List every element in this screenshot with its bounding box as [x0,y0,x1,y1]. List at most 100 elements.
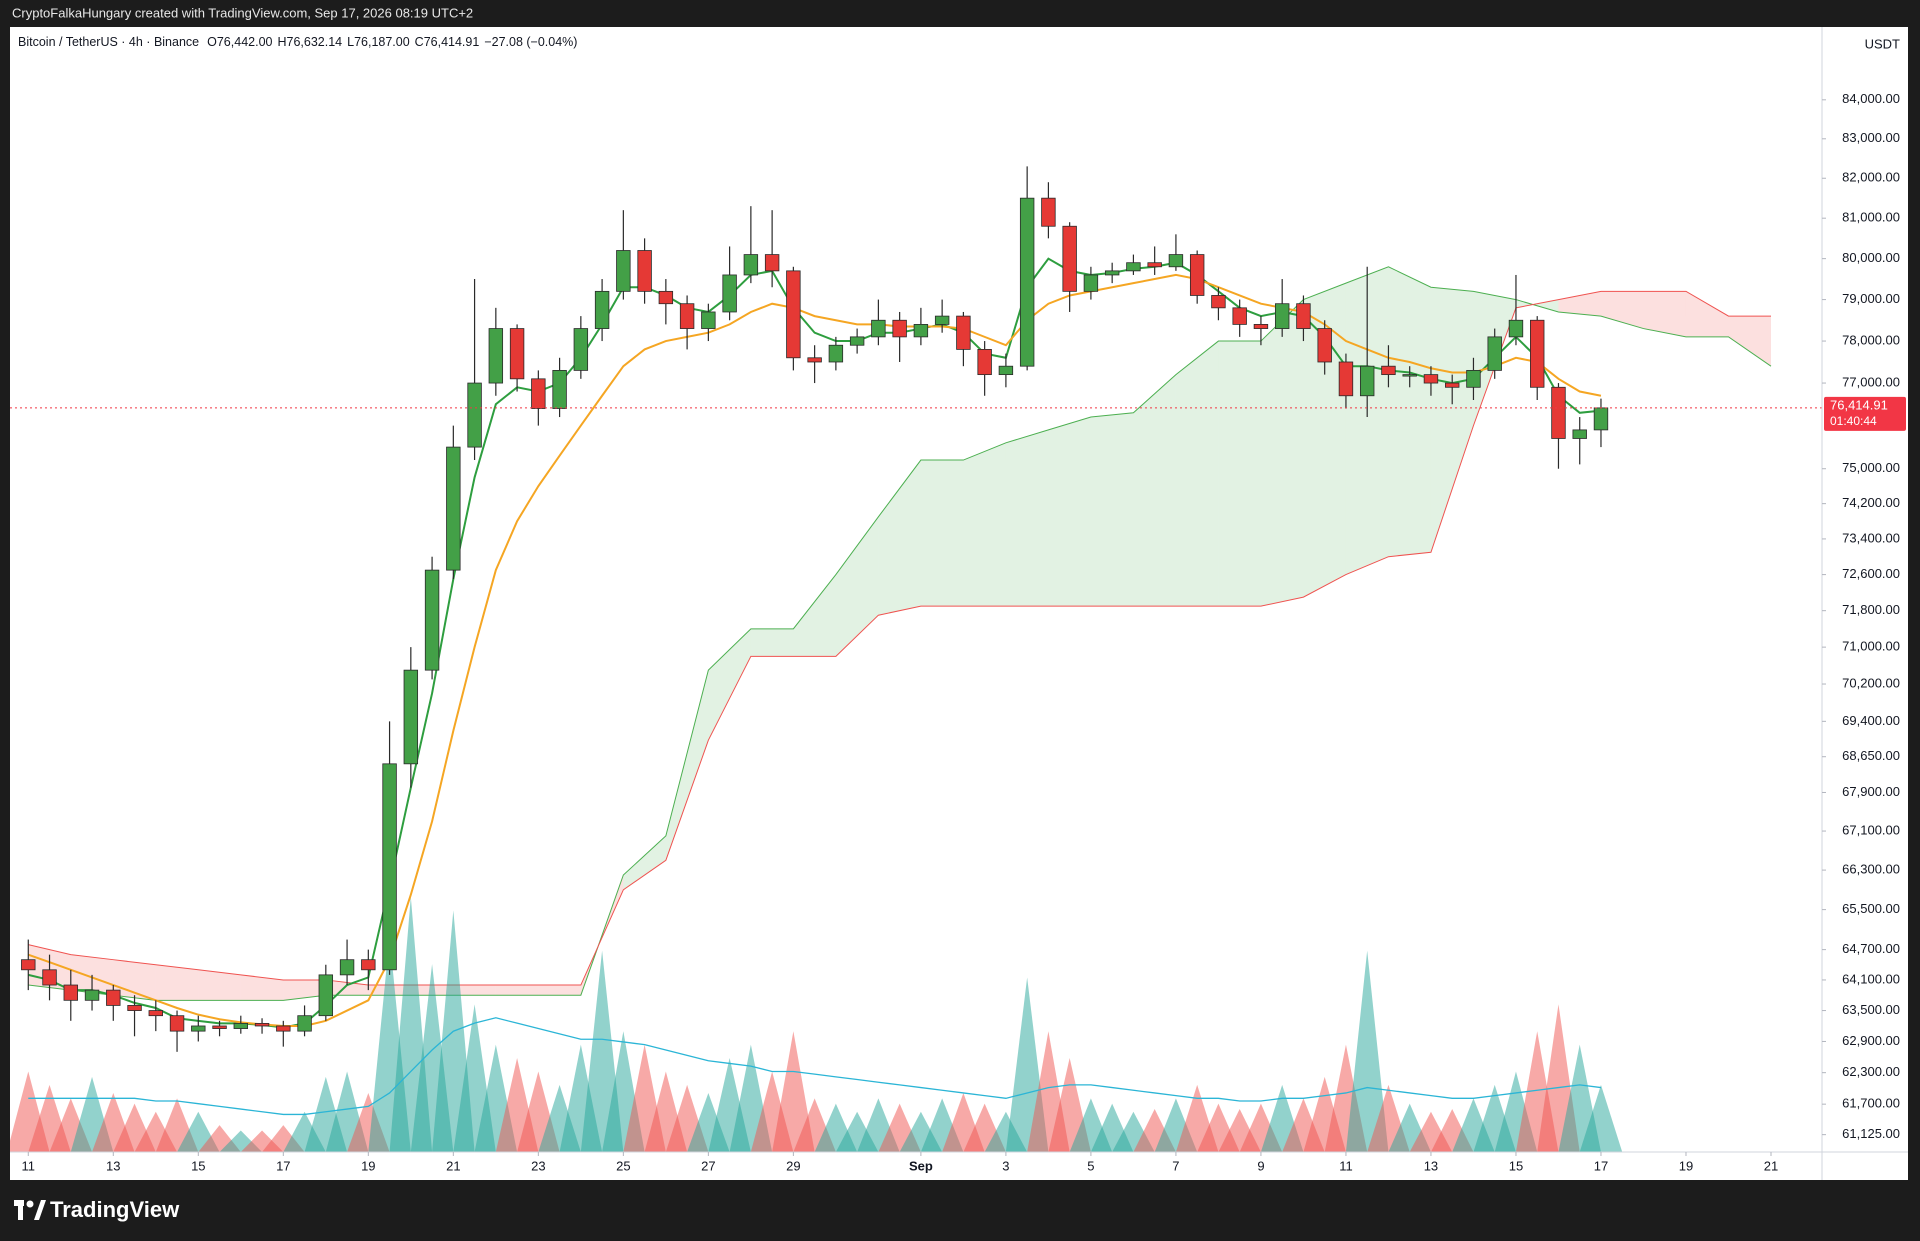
cloud-fill [1685,291,1729,337]
x-tick-label: Sep [909,1158,933,1173]
y-tick-label: 61,700.00 [1842,1096,1900,1111]
cloud-fill [665,670,709,861]
x-tick-label: 13 [1424,1158,1438,1173]
y-tick-label: 83,000.00 [1842,130,1900,145]
y-tick-label: 68,650.00 [1842,748,1900,763]
x-tick-label: 5 [1087,1158,1094,1173]
candle-body [977,349,992,376]
y-tick-label: 80,000.00 [1842,250,1900,265]
candle-body [21,959,36,971]
x-tick-label: 15 [1509,1158,1523,1173]
candle-body [764,254,780,272]
candle-body [1041,197,1056,227]
x-tick-label: 19 [1679,1158,1693,1173]
ohlc-value: 76,632.14 [287,35,343,49]
x-tick-label: 21 [1764,1158,1778,1173]
candle-body [807,357,822,363]
x-tick-label: 9 [1257,1158,1264,1173]
x-tick-label: 17 [276,1158,290,1173]
ohlc-value: 76,442.00 [217,35,273,49]
candle-body [233,1022,249,1029]
candle-body [1168,254,1184,268]
y-tick-label: 65,500.00 [1842,901,1900,916]
x-tick-label: 11 [1339,1158,1353,1173]
candle-body [998,365,1014,376]
candle-body [1232,307,1247,325]
candle-body [743,254,759,276]
x-tick-label: 29 [786,1158,800,1173]
cloud-fill [1260,299,1304,607]
y-tick-label: 71,800.00 [1842,602,1900,617]
volume-peak [772,1031,815,1152]
candle-body [573,328,589,371]
candle-body [1253,324,1269,329]
change: −27.08 (−0.04%) [484,35,577,49]
ohlc-label: L [347,35,354,49]
y-tick-label: 82,000.00 [1842,170,1900,185]
cloud-fill [538,985,581,996]
y-tick-label: 77,000.00 [1842,374,1900,389]
candle-body [1126,262,1141,272]
y-tick-label: 70,200.00 [1842,675,1900,690]
candle-body [127,1005,142,1011]
cloud-fill [1303,283,1346,598]
cloud-fill [1728,316,1771,367]
y-tick-label: 78,000.00 [1842,332,1900,347]
cloud-fill [750,628,794,657]
y-tick-label: 64,100.00 [1842,971,1900,986]
volume-peak [1579,1084,1623,1152]
cloud-fill [1388,266,1431,557]
y-tick-label: 62,300.00 [1842,1064,1900,1079]
candle-body [169,1015,185,1032]
y-tick-label: 79,000.00 [1842,291,1900,306]
candle-body [1189,254,1205,296]
candle-body [467,382,482,448]
candle-body [658,290,674,305]
cloud-fill [963,442,1006,607]
volume-peak [1345,950,1389,1152]
watermark: CryptoFalkaHungary created with TradingV… [12,5,473,20]
y-tick-label: 73,400.00 [1842,530,1900,545]
cloud-fill [920,460,964,607]
candle-body [254,1022,270,1027]
candle-body [1572,429,1587,439]
candle-body [1466,369,1481,388]
candle-body [1381,365,1396,376]
candle-body [849,336,865,346]
cloud-fill [155,964,199,1001]
symbol-legend: Bitcoin / TetherUS · 4h · Binance O76,442… [18,35,577,49]
candle-body [594,290,610,329]
candle-body [1338,361,1354,397]
candle-body [1402,374,1417,377]
x-tick-label: 23 [531,1158,545,1173]
candle-body [1083,274,1099,292]
y-tick-label: 64,700.00 [1842,941,1900,956]
last-price-label: 76,414.91 [1830,397,1888,412]
cloud-fill [708,628,751,741]
candle-body [1019,197,1035,367]
ohlc-label: C [415,35,424,49]
candle-body [1508,319,1524,338]
symbol: Bitcoin / TetherUS · 4h · Binance [18,35,199,49]
ohlc-label: O [207,35,217,49]
y-tick-label: 69,400.00 [1842,713,1900,728]
y-tick-label: 75,000.00 [1842,460,1900,475]
y-tick-label: 71,000.00 [1842,639,1900,654]
candle-body [1487,336,1502,371]
candle-body [297,1015,312,1032]
cloud-fill [1345,266,1389,575]
brand-logo [14,1200,46,1220]
candle-body [1359,365,1375,397]
x-tick-label: 17 [1594,1158,1608,1173]
candle-body [1317,328,1332,363]
brand: TradingView [50,1197,180,1222]
candle-body [531,378,546,409]
cloud-fill [1175,341,1219,607]
candle-body [446,446,461,571]
cloud-fill [453,985,496,996]
candle-body [382,763,397,971]
x-tick-label: 7 [1172,1158,1179,1173]
candle-body [637,250,652,292]
y-tick-label: 61,125.00 [1842,1126,1900,1141]
